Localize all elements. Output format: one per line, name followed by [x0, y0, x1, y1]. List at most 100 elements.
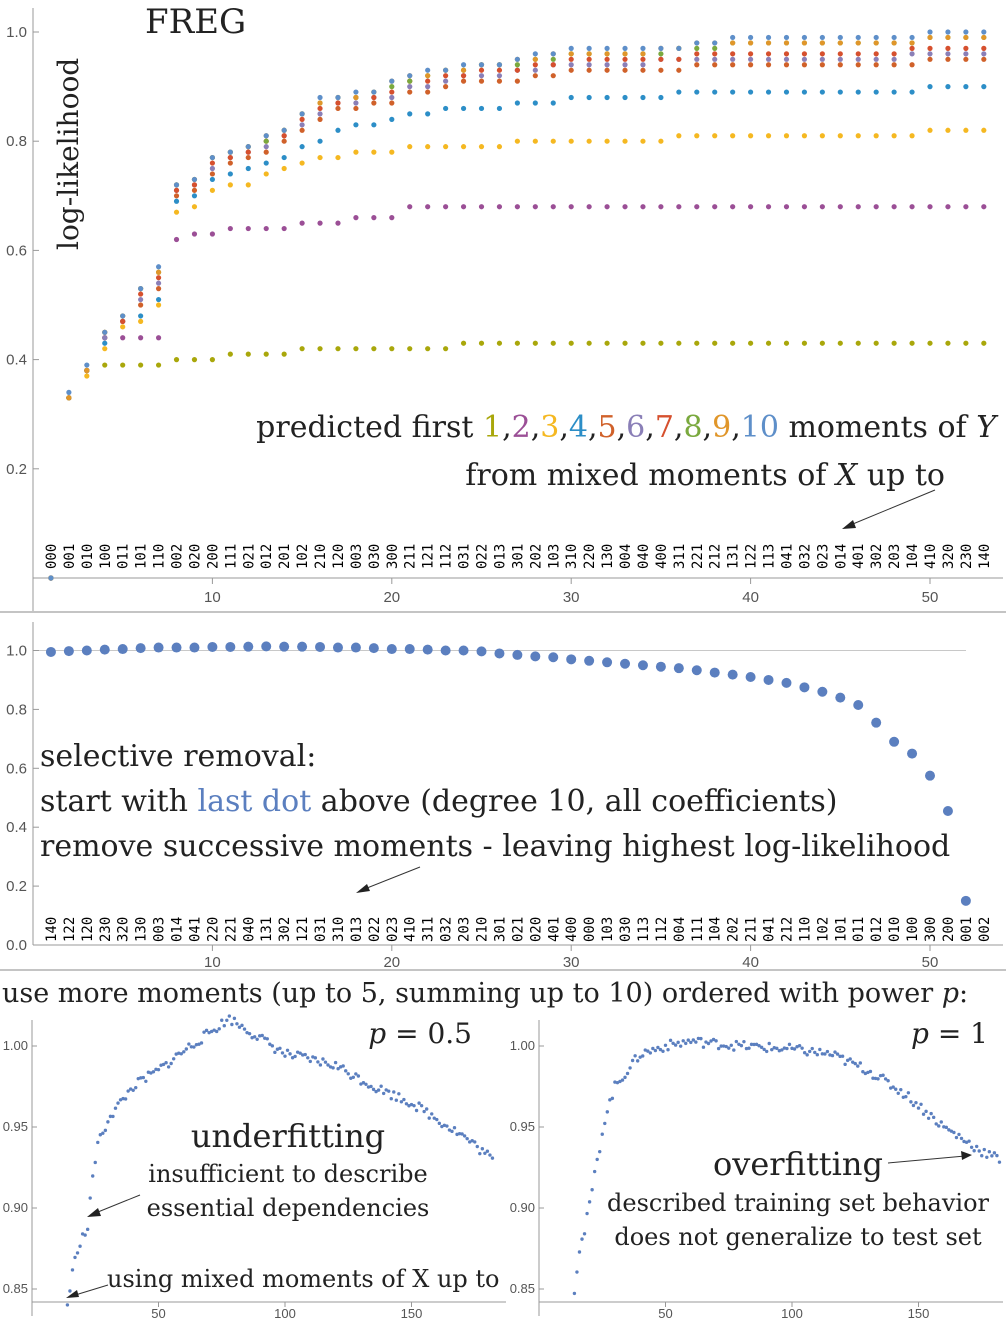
series-4-point: [927, 84, 933, 90]
series-10-point: [837, 34, 843, 41]
p2-point: [548, 652, 559, 663]
p4-point: [815, 1053, 819, 1057]
p4-point: [701, 1045, 706, 1049]
p2-moment-label: 040: [241, 917, 257, 942]
series-6-point: [317, 111, 323, 117]
series-7-point: [460, 73, 467, 79]
series-6-point: [801, 56, 808, 62]
series-9-point: [730, 40, 736, 46]
p3-point: [83, 1233, 87, 1237]
p4-point: [873, 1076, 878, 1081]
p1-moment-label: 010: [80, 544, 96, 569]
p2-series: [45, 641, 971, 906]
series-7: [48, 45, 987, 581]
series-10-point: [873, 34, 879, 41]
series-5-point: [317, 116, 323, 122]
p1-y-tick-label: 0.6: [6, 242, 27, 259]
series-4-point: [209, 176, 215, 183]
series-4-point: [586, 94, 592, 101]
bottom-title-p: p: [942, 978, 959, 1009]
p2-moment-label: 122: [62, 917, 78, 942]
p3-point: [361, 1081, 366, 1085]
p4-point: [878, 1073, 883, 1078]
series-2-point: [389, 215, 395, 221]
p1-moment-label: 113: [762, 544, 778, 569]
p2-point: [297, 641, 308, 652]
p4-point: [775, 1046, 779, 1051]
p3-point: [465, 1136, 469, 1141]
p4-point: [592, 1169, 597, 1174]
p2-point: [476, 646, 487, 657]
series-5-point: [191, 187, 198, 193]
series-6-point: [837, 56, 843, 62]
series-10-point: [694, 40, 700, 46]
series-3-point: [514, 138, 520, 144]
series-9-point: [155, 269, 162, 275]
series-7-point: [138, 291, 144, 297]
p3-point: [237, 1025, 242, 1029]
series-3-point: [855, 133, 861, 139]
p4-point: [575, 1270, 579, 1274]
series-5-point: [407, 89, 413, 95]
p2-point: [691, 665, 702, 676]
series-4: [48, 84, 987, 581]
p1-moment-label: 211: [403, 544, 419, 569]
p4-point: [744, 1046, 749, 1051]
p4-point: [630, 1058, 635, 1063]
p2-y-tick-label: 0.0: [6, 937, 27, 954]
p2-point: [566, 654, 577, 665]
annotation-middle: moments of: [779, 410, 976, 445]
series-10-point: [855, 34, 861, 41]
p4-point: [691, 1038, 696, 1042]
p4-point: [767, 1041, 771, 1046]
p3-point: [101, 1131, 105, 1135]
series-7-point: [801, 51, 808, 57]
p3-arrowhead2: [66, 1290, 79, 1298]
p3-point: [323, 1060, 328, 1064]
series-2-point: [460, 204, 467, 210]
series-3-point: [568, 138, 574, 144]
p2-moment-label: 101: [833, 917, 849, 942]
series-5-point: [478, 78, 485, 84]
series-10-point: [138, 286, 144, 292]
series-10-point: [84, 362, 90, 368]
p2-arrow: [361, 866, 421, 891]
series-7-point: [245, 149, 251, 155]
series-6-point: [496, 73, 503, 79]
p2-moment-label: 031: [313, 917, 329, 942]
annotation-line1: predicted first 1,2,3,4,5,6,7,8,9,10 mom…: [256, 410, 999, 445]
series-3-point: [676, 133, 682, 139]
p3-point: [359, 1082, 363, 1086]
p3-point: [366, 1085, 371, 1089]
series-3-point: [873, 133, 879, 139]
p1-moment-label: 200: [205, 544, 221, 569]
p2-moment-labels: 140 122 120 230 320 130 003 014 041 220 221 040 131 3…: [44, 917, 993, 942]
p4-point: [689, 1040, 693, 1045]
p4-point: [623, 1075, 627, 1080]
series-10-point: [801, 34, 808, 41]
p3-point: [212, 1028, 216, 1032]
p3-point: [182, 1050, 186, 1054]
p2-moment-label: 113: [636, 917, 652, 942]
p3-point: [306, 1056, 310, 1060]
p3-point: [470, 1139, 474, 1143]
p3-point: [164, 1061, 168, 1065]
p3-point: [192, 1045, 196, 1049]
p1-moment-label: 201: [277, 544, 293, 569]
series-6-point: [209, 165, 215, 172]
p4-point: [911, 1103, 916, 1108]
p4-y-tick-label: 1.00: [510, 1038, 535, 1053]
p4-point: [954, 1135, 959, 1140]
p3-point: [462, 1134, 467, 1138]
series-1-point: [712, 340, 718, 346]
p1-moment-label: 100: [98, 544, 114, 569]
p4-point: [598, 1149, 602, 1154]
series-1-point: [891, 340, 897, 346]
series-1-point: [514, 340, 520, 346]
p2-moment-label: 102: [815, 917, 831, 942]
series-2-point: [138, 335, 144, 341]
p4-point: [921, 1112, 926, 1116]
p1-x-tick-label: 20: [383, 589, 400, 606]
p3-point: [298, 1051, 302, 1055]
